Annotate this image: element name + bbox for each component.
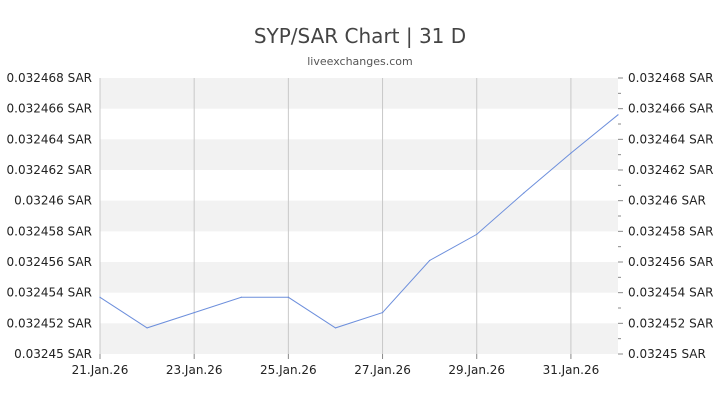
x-tick-label: 27.Jan.26 <box>354 363 411 377</box>
y-tick-label-right: 0.032452 SAR <box>628 316 713 330</box>
y-tick-label-left: 0.032458 SAR <box>7 224 92 238</box>
data-point <box>381 312 384 314</box>
y-tick-label-right: 0.032462 SAR <box>628 163 713 177</box>
data-point <box>570 152 572 154</box>
grid-band <box>100 262 618 293</box>
data-point <box>429 259 431 262</box>
y-tick-label-right: 0.032464 SAR <box>628 132 713 146</box>
y-tick-label-right: 0.032456 SAR <box>628 255 713 269</box>
x-tick-label: 25.Jan.26 <box>260 363 317 377</box>
plot-bands <box>100 78 618 354</box>
y-tick-label-left: 0.032462 SAR <box>7 163 92 177</box>
y-tick-label-left: 0.032468 SAR <box>7 71 92 85</box>
grid-band <box>100 139 618 170</box>
y-tick-label-right: 0.032466 SAR <box>628 102 713 116</box>
grid-band <box>100 323 618 354</box>
y-tick-label-right: 0.032454 SAR <box>628 286 713 300</box>
y-tick-label-left: 0.032464 SAR <box>7 132 92 146</box>
tick-labels: 21.Jan.26 23.Jan.26 25.Jan.26 27.Jan.26 29.J… <box>7 71 714 377</box>
series-layer <box>99 114 619 329</box>
y-tick-label-left: 0.032466 SAR <box>7 102 92 116</box>
data-point <box>146 327 148 329</box>
data-point <box>617 114 619 116</box>
y-tick-label-right: 0.03245 SAR <box>628 347 706 361</box>
axes <box>99 77 623 359</box>
grid-band <box>100 200 618 232</box>
y-tick-label-right: 0.032458 SAR <box>628 224 713 238</box>
series-line <box>99 114 619 329</box>
y-tick-label-left: 0.03246 SAR <box>14 194 92 208</box>
y-tick-label-right: 0.032468 SAR <box>628 71 713 85</box>
y-tick-label-left: 0.03245 SAR <box>14 347 92 361</box>
x-tick-label: 29.Jan.26 <box>448 363 505 377</box>
x-tick-label: 21.Jan.26 <box>72 363 129 377</box>
chart-subtitle: liveexchanges.com <box>307 55 413 68</box>
x-tick-label: 23.Jan.26 <box>166 363 223 377</box>
data-point <box>334 327 337 329</box>
data-point <box>287 296 289 298</box>
grid-band <box>100 78 618 109</box>
y-tick-label-left: 0.032454 SAR <box>7 286 92 300</box>
data-point <box>193 312 195 314</box>
data-point <box>240 296 242 298</box>
y-tick-label-left: 0.032456 SAR <box>7 255 92 269</box>
data-point <box>476 233 478 235</box>
x-tick-label: 31.Jan.26 <box>543 363 600 377</box>
data-point <box>523 192 525 194</box>
y-tick-label-right: 0.03246 SAR <box>628 194 706 208</box>
chart-title: SYP/SAR Chart | 31 D <box>253 24 467 48</box>
y-tick-label-left: 0.032452 SAR <box>7 316 92 330</box>
data-point <box>99 296 101 298</box>
